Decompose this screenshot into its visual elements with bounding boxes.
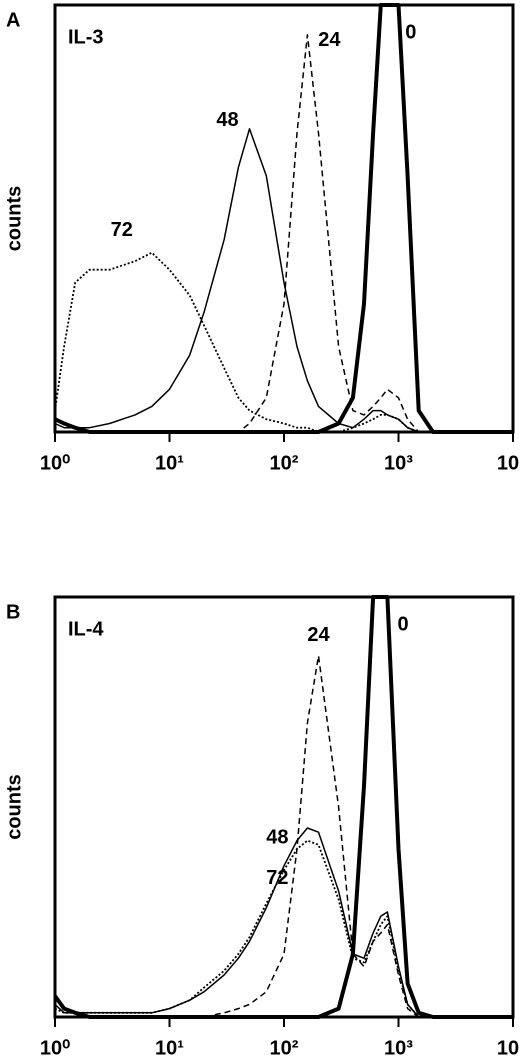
panel-label: B (6, 601, 20, 623)
histogram-line (54, 827, 513, 1018)
x-tick-label: 10⁴ (497, 452, 520, 474)
histogram-line (53, 595, 513, 1019)
x-tick-label: 10² (270, 1037, 299, 1059)
x-tick-label: 10⁴ (497, 1037, 520, 1059)
histogram-line (54, 251, 513, 433)
series-label: 72 (111, 219, 133, 241)
series-label: 24 (318, 29, 341, 51)
y-axis-label: counts (3, 186, 25, 252)
x-tick-label: 10³ (384, 1037, 413, 1059)
panel-label: A (6, 9, 20, 31)
histogram-line (54, 128, 513, 433)
series-label: 48 (216, 109, 238, 131)
series-label: 72 (266, 867, 288, 889)
series-label: 0 (398, 613, 409, 635)
histogram-line (54, 839, 513, 1018)
x-tick-label: 10⁰ (40, 452, 70, 474)
series-label: 48 (266, 826, 288, 848)
plot-frame (53, 595, 515, 1019)
x-tick-label: 10¹ (155, 452, 184, 474)
x-tick-label: 10³ (384, 452, 413, 474)
x-tick-label: 10² (270, 452, 299, 474)
x-tick-label: 10¹ (155, 1037, 184, 1059)
panel-title: IL-4 (68, 618, 104, 640)
series-label: 24 (307, 624, 330, 646)
y-axis-label: counts (3, 774, 25, 840)
histogram-line (55, 655, 513, 1018)
panel-title: IL-3 (68, 26, 104, 48)
series-label: 0 (405, 21, 416, 43)
x-tick-label: 10⁰ (40, 1037, 70, 1059)
histogram-line (55, 34, 513, 433)
